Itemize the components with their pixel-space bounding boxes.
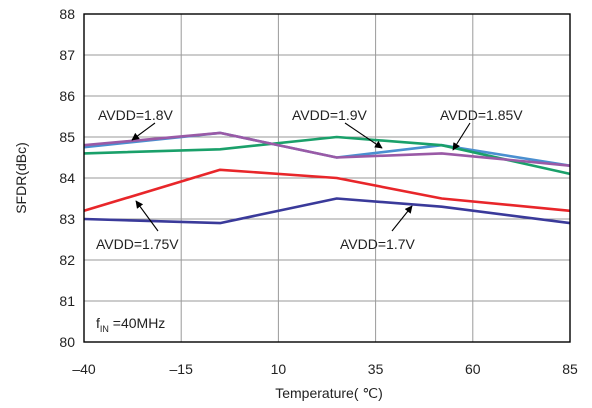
annotation-f: f bbox=[96, 315, 100, 331]
x-tick-label: 85 bbox=[562, 361, 578, 377]
y-tick-label: 83 bbox=[59, 211, 75, 227]
series-label-3: AVDD=1.75V bbox=[96, 236, 179, 252]
label-arrows bbox=[131, 122, 471, 232]
y-tick-label: 85 bbox=[59, 129, 75, 145]
plot-border bbox=[83, 13, 571, 343]
y-tick-label: 82 bbox=[59, 252, 75, 268]
series-label-4: AVDD=1.7V bbox=[340, 236, 415, 252]
x-tick-label: 10 bbox=[271, 361, 287, 377]
annotation-value: =40MHz bbox=[109, 315, 165, 331]
label-arrow-2 bbox=[452, 122, 471, 151]
y-tick-label: 88 bbox=[59, 6, 75, 22]
x-tick-label: 60 bbox=[465, 361, 481, 377]
label-arrow-0 bbox=[131, 122, 156, 141]
series-labels: AVDD=1.8V AVDD=1.9V AVDD=1.85V AVDD=1.75V AV… bbox=[96, 107, 523, 252]
series-label-1: AVDD=1.9V bbox=[292, 107, 367, 123]
y-tick-label: 86 bbox=[59, 88, 75, 104]
y-tick-label: 84 bbox=[59, 170, 75, 186]
tick-labels: 80 81 82 83 84 85 86 87 88 –40 –15 10 35 60 85 bbox=[59, 6, 578, 377]
x-tick-label: –40 bbox=[72, 361, 96, 377]
x-axis-title: Temperature( ℃) bbox=[275, 385, 383, 401]
plot-frame bbox=[83, 13, 571, 343]
series-line-2 bbox=[83, 131, 571, 167]
series-line-3 bbox=[83, 168, 571, 213]
series-line-4 bbox=[83, 197, 571, 225]
label-arrow-1 bbox=[344, 122, 383, 149]
y-tick-label: 81 bbox=[59, 293, 75, 309]
label-arrow-3 bbox=[135, 200, 159, 232]
series-line-1 bbox=[83, 135, 571, 176]
series-label-2: AVDD=1.85V bbox=[440, 107, 523, 123]
series-label-0: AVDD=1.8V bbox=[98, 107, 173, 123]
series-lines bbox=[83, 131, 571, 225]
y-tick-label: 87 bbox=[59, 47, 75, 63]
input-frequency-annotation: fIN =40MHz bbox=[96, 315, 165, 334]
y-axis-title: SFDR(dBc) bbox=[13, 142, 29, 214]
x-tick-label: –15 bbox=[170, 361, 194, 377]
y-tick-label: 80 bbox=[59, 334, 75, 350]
annotation-subscript: IN bbox=[100, 324, 109, 334]
x-tick-label: 35 bbox=[368, 361, 384, 377]
label-arrow-4 bbox=[391, 205, 413, 232]
